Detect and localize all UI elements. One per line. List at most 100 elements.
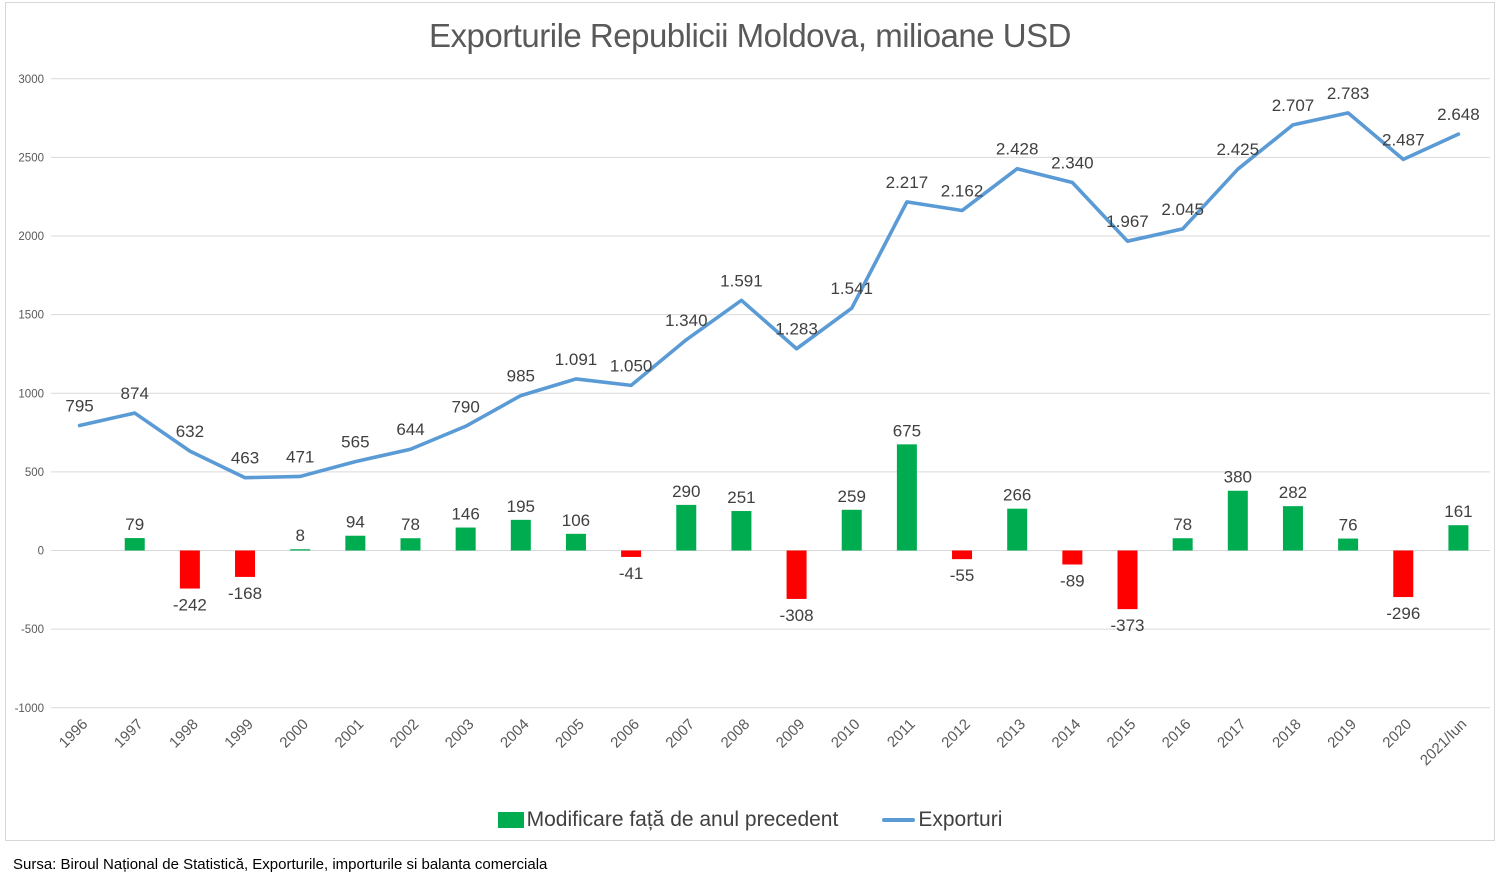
bar [621, 550, 642, 557]
line-series-swatch-icon [882, 818, 916, 822]
bar [124, 538, 145, 551]
source-note: Sursa: Biroul Național de Statistică, Ex… [13, 856, 548, 873]
line-label: 632 [176, 422, 204, 441]
y-tick-label: 1500 [18, 310, 44, 322]
legend-item-bars[interactable]: Modificare față de anul precedent [497, 808, 839, 832]
bar [1172, 538, 1193, 551]
bar [400, 538, 421, 551]
line-label: 2.162 [941, 182, 984, 201]
bar [290, 549, 311, 551]
x-tick-label: 2002 [387, 716, 423, 752]
x-tick-label: 2005 [552, 716, 588, 752]
x-tick-label: 2001 [332, 716, 368, 752]
bar [510, 519, 531, 551]
x-tick-label: 2007 [662, 716, 698, 752]
x-tick-label: 2013 [993, 716, 1029, 752]
line-label: 790 [451, 397, 479, 416]
x-tick-label: 2003 [442, 716, 478, 752]
line-label: 2.783 [1327, 84, 1370, 103]
line-label: 985 [507, 367, 535, 386]
chart-title: Exporturile Republicii Moldova, milioane… [429, 17, 1071, 54]
bar-label: -308 [780, 606, 814, 625]
bar [896, 444, 917, 551]
x-tick-label: 2015 [1104, 716, 1140, 752]
bar-label: 282 [1279, 483, 1307, 502]
x-tick-label: 2018 [1269, 716, 1305, 752]
bar [455, 527, 476, 551]
bar [1448, 525, 1469, 551]
y-tick-label: 0 [38, 546, 44, 558]
line-label: 1.050 [610, 356, 653, 375]
x-tick-label: 2021/Iun [1417, 716, 1470, 769]
x-tick-label: 1996 [56, 716, 92, 752]
x-tick-label: 2020 [1379, 716, 1415, 752]
bar [1062, 550, 1083, 565]
x-tick-label: 2019 [1324, 716, 1360, 752]
bar-label: 78 [401, 515, 420, 534]
bar-label: 259 [838, 487, 866, 506]
line-label: 2.428 [996, 140, 1039, 159]
bar [179, 550, 200, 589]
bar [1117, 550, 1138, 610]
bar [731, 511, 752, 551]
bar-label: 94 [346, 513, 365, 532]
bar [1393, 550, 1414, 598]
y-tick-label: 3000 [18, 74, 44, 86]
bar-label: 78 [1173, 515, 1192, 534]
chart-plot-area: 3000 2500 2000 1500 1000 500 0 -500 -1000 1996 199… [15, 74, 1490, 769]
legend-item-line[interactable]: Exporturi [882, 808, 1002, 832]
bar-label: 195 [507, 497, 535, 516]
bar-label: 290 [672, 482, 700, 501]
bar [565, 533, 586, 551]
x-tick-label: 2016 [1159, 716, 1195, 752]
line-label: 644 [396, 420, 424, 439]
bar-label: 266 [1003, 486, 1031, 505]
bar-label: -55 [950, 566, 975, 585]
legend: Modificare față de anul precedent Export… [6, 808, 1494, 832]
x-tick-label: 2004 [497, 716, 533, 752]
bar-label: 380 [1224, 468, 1252, 487]
bar [1227, 490, 1248, 551]
bar-label: 79 [125, 515, 144, 534]
bar [952, 550, 973, 560]
bar-label: 106 [562, 511, 590, 530]
line-label: 1.091 [555, 350, 598, 369]
export-line [77, 111, 1461, 480]
y-tick-label: 2000 [18, 231, 44, 243]
line-label: 2.340 [1051, 154, 1094, 173]
legend-bars-label: Modificare față de anul precedent [526, 808, 839, 831]
y-tick-label: -500 [21, 624, 44, 636]
bar [786, 550, 807, 599]
bar-label: 76 [1339, 516, 1358, 535]
x-tick-label: 2012 [938, 716, 974, 752]
bar [1282, 506, 1303, 551]
bar-label: -168 [228, 584, 262, 603]
bar-label: -296 [1386, 604, 1420, 623]
x-tick-label: 2000 [276, 716, 312, 752]
bar-label: 146 [451, 505, 479, 524]
line-label: 463 [231, 449, 259, 468]
bar [676, 504, 697, 551]
y-tick-label: 1000 [18, 388, 44, 400]
y-tick-label: 500 [25, 467, 44, 479]
bar-label: 251 [727, 488, 755, 507]
x-tick-label: 1997 [111, 716, 147, 752]
line-label: 2.217 [886, 173, 929, 192]
bar-label: -89 [1060, 571, 1085, 590]
bar-label: 161 [1444, 502, 1472, 521]
x-tick-label: 2010 [828, 716, 864, 752]
bar [841, 509, 862, 551]
bar [1007, 508, 1028, 551]
line-label: 1.591 [720, 271, 763, 290]
line-label: 1.967 [1106, 212, 1149, 231]
line-label: 565 [341, 433, 369, 452]
bar [345, 535, 366, 551]
x-tick-label: 1999 [221, 716, 257, 752]
line-label: 2.648 [1437, 105, 1480, 124]
bar-series-swatch-icon [497, 812, 524, 828]
bar-label: 675 [893, 421, 921, 440]
x-tick-label: 2017 [1214, 716, 1250, 752]
x-tick-label: 2006 [607, 716, 643, 752]
line-label: 1.340 [665, 311, 708, 330]
x-tick-label: 2008 [718, 716, 754, 752]
